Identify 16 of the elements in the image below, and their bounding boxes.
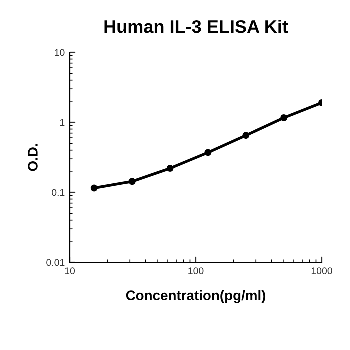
- y-tick-label: 0.01: [46, 259, 65, 266]
- point: [90, 184, 98, 192]
- y-tick-label: 0.1: [52, 189, 65, 196]
- y-tick-label: 10: [55, 49, 65, 56]
- chart-title: Human IL-3 ELISA Kit: [104, 20, 288, 34]
- point: [280, 114, 288, 122]
- x-tick-label: 10: [65, 268, 76, 274]
- x-axis-title: Concentration(pg/ml): [126, 290, 266, 304]
- point: [128, 178, 136, 186]
- point: [204, 149, 212, 156]
- y-tick-label: 1: [60, 119, 65, 126]
- point: [242, 132, 250, 140]
- x-tick-label: 1000: [312, 268, 332, 274]
- point: [166, 165, 174, 172]
- x-tick-label: 100: [188, 268, 204, 274]
- y-axis-title: O.D.: [28, 144, 38, 172]
